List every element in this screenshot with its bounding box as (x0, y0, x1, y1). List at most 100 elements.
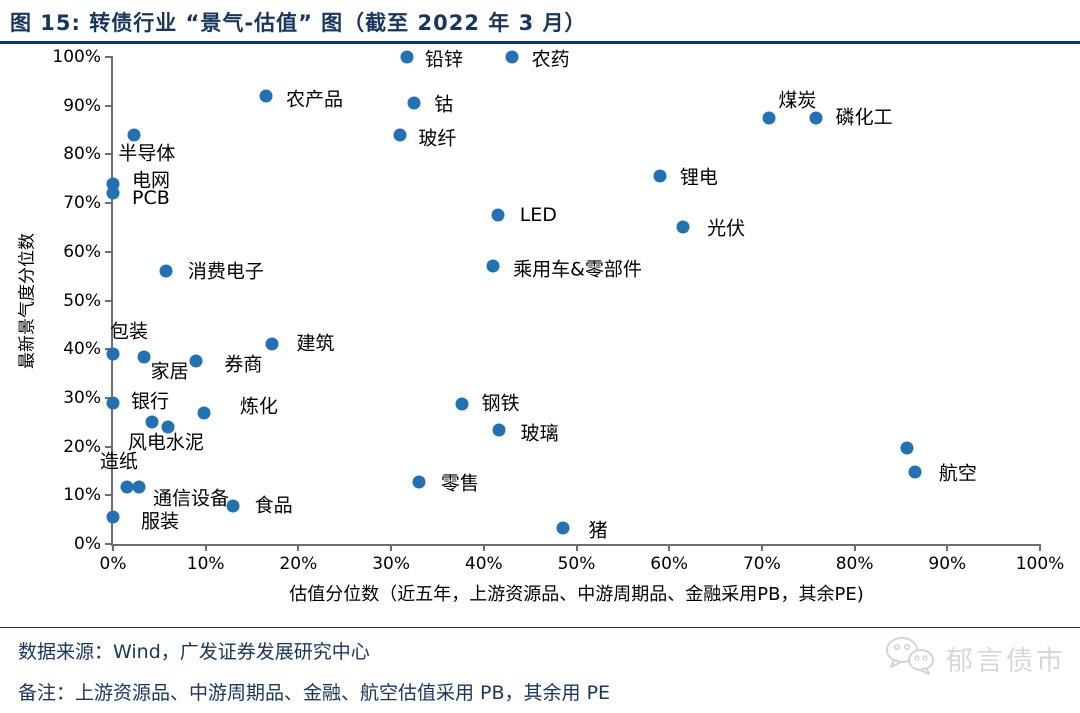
y-tick-label: 100% (52, 47, 101, 67)
data-point (900, 441, 914, 455)
data-point (908, 465, 922, 479)
point-label: 包装 (110, 320, 149, 343)
y-tick-label: 60% (63, 241, 101, 262)
data-point (106, 186, 120, 200)
data-source-text: 数据来源：Wind，广发证券发展研究中心 (18, 641, 370, 663)
data-point (189, 354, 203, 368)
data-point (161, 420, 175, 434)
point-label: 消费电子 (187, 260, 264, 283)
x-tick-mark (946, 544, 949, 551)
point-label: 券商 (224, 353, 263, 376)
data-point (653, 169, 667, 183)
y-tick-mark (105, 202, 113, 205)
point-label: 乘用车&零部件 (513, 258, 642, 281)
x-tick-mark (482, 544, 485, 551)
x-tick-label: 30% (372, 554, 410, 574)
brand-logo: 郁言债市 (882, 634, 1066, 682)
x-tick-label: 0% (99, 554, 127, 574)
data-point (762, 111, 776, 125)
title-underline (0, 41, 1080, 44)
data-point (492, 423, 506, 437)
x-tick-label: 20% (279, 554, 318, 574)
x-tick-label: 10% (186, 554, 225, 574)
data-point (106, 396, 120, 410)
point-label: 造纸 (99, 450, 138, 473)
y-tick-mark (105, 153, 113, 156)
point-label: 煤炭 (778, 89, 817, 112)
data-point (197, 406, 211, 419)
data-point (259, 89, 273, 103)
y-tick-label: 20% (63, 436, 101, 457)
x-tick-mark (668, 544, 671, 551)
x-tick-mark (297, 544, 300, 551)
y-tick-mark (105, 445, 113, 448)
point-label: 建筑 (296, 332, 335, 355)
x-tick-mark (390, 544, 393, 551)
data-point (265, 337, 279, 351)
y-tick-label: 0% (74, 534, 101, 554)
footer-divider (0, 627, 1080, 628)
point-label: 锂电 (679, 166, 718, 189)
chart-title: 图 15: 转债行业 “景气-估值” 图（截至 2022 年 3 月） (10, 11, 587, 35)
point-label: 家居 (150, 360, 189, 382)
point-label: 电网 (132, 169, 171, 192)
data-point (455, 397, 469, 411)
point-label: PCB (132, 187, 170, 210)
x-axis-title: 估值分位数（近五年，上游资源品、中游周期品、金融采用PB，其余PE) (289, 584, 864, 605)
x-tick-mark (112, 544, 114, 551)
y-tick-mark (105, 494, 113, 497)
data-point (505, 50, 519, 64)
data-point (400, 50, 414, 64)
point-label: 零售 (440, 472, 479, 495)
data-point (132, 480, 146, 494)
x-tick-mark (575, 544, 578, 551)
point-label: LED (519, 204, 557, 227)
data-point (556, 521, 570, 535)
data-point (159, 264, 173, 278)
data-point (106, 510, 120, 524)
point-label: 光伏 (707, 217, 746, 240)
point-label: 食品 (254, 494, 293, 517)
y-tick-mark (105, 104, 113, 107)
x-tick-mark (204, 544, 207, 551)
point-label: 半导体 (118, 142, 176, 165)
x-tick-label: 50% (557, 554, 596, 574)
x-tick-label: 100% (1015, 554, 1065, 574)
data-point (407, 96, 421, 110)
brand-text: 郁言债市 (946, 645, 1066, 677)
x-tick-mark (853, 544, 856, 551)
x-tick-label: 80% (835, 554, 874, 574)
data-point (137, 350, 151, 363)
point-label: 农产品 (285, 88, 343, 111)
point-label: 通信设备 (152, 487, 229, 510)
y-tick-mark (105, 56, 113, 58)
data-point (145, 415, 159, 429)
point-label: 银行 (131, 390, 170, 413)
point-label: 航空 (938, 462, 977, 485)
point-label: 磷化工 (835, 106, 893, 129)
y-tick-label: 40% (63, 339, 101, 360)
data-point (676, 220, 690, 234)
x-tick-label: 90% (928, 554, 967, 574)
data-point (486, 259, 500, 273)
data-point (127, 128, 141, 142)
y-tick-label: 50% (63, 290, 101, 311)
data-point (106, 347, 120, 361)
data-point (226, 499, 240, 513)
point-label: 玻纤 (418, 127, 457, 150)
data-point (412, 475, 426, 489)
footnote-text: 备注：上游资源品、中游周期品、金融、航空估值采用 PB，其余用 PE (18, 682, 611, 704)
point-label: 炼化 (239, 395, 278, 417)
point-label: 风电水泥 (127, 431, 204, 454)
point-label: 玻璃 (520, 422, 559, 445)
data-point (809, 111, 823, 125)
point-label: 铅锌 (424, 48, 463, 71)
y-tick-label: 30% (63, 387, 101, 408)
y-tick-label: 80% (63, 144, 101, 165)
point-label: 农药 (531, 48, 570, 71)
plot-area: 最新景气度分位数 估值分位数（近五年，上游资源品、中游周期品、金融采用PB，其余… (18, 47, 1065, 605)
x-tick-label: 40% (464, 554, 503, 574)
y-axis-title: 最新景气度分位数 (17, 232, 38, 369)
y-tick-mark (105, 543, 113, 545)
point-label: 钢铁 (481, 392, 520, 415)
